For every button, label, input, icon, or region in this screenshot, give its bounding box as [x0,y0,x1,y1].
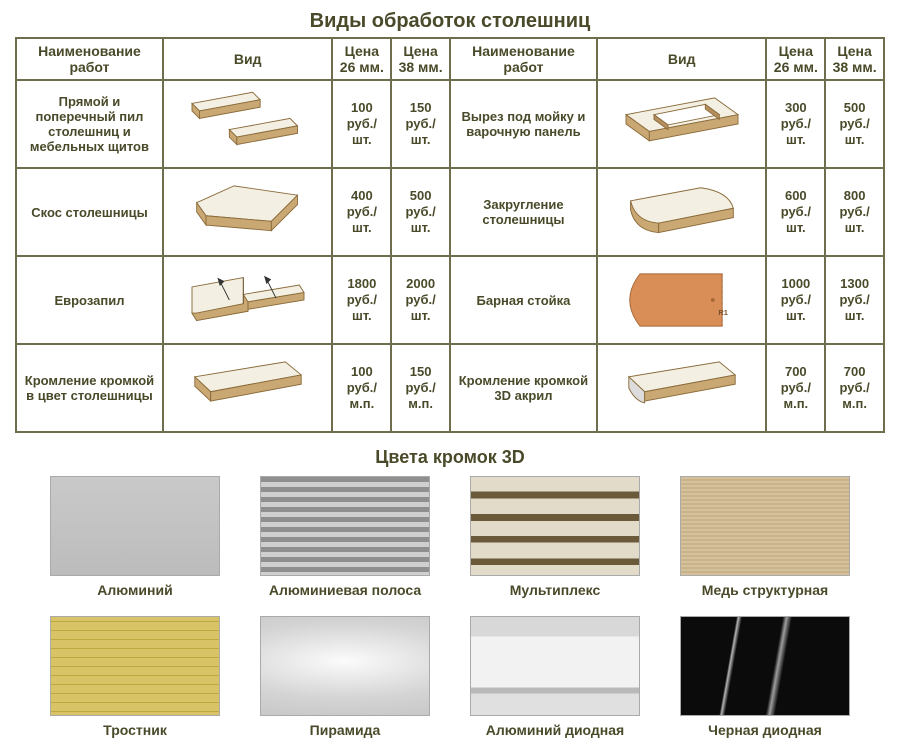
edge-color-icon [178,349,318,427]
pricing-table: Наименование работ Вид Цена 26 мм. Цена … [15,37,885,433]
price-38: 1300 руб./ шт. [825,256,884,344]
swatch-blackdiode [680,616,850,716]
swatch-item: Алюминий диодная [465,616,645,738]
euro-joint-icon [178,261,318,339]
price-38: 800 руб./ шт. [825,168,884,256]
hdr-p26-l: Цена 26 мм. [332,38,391,80]
swatches-title: Цвета кромок 3D [15,447,885,468]
swatch-label: Пирамида [255,722,435,738]
work-illustration: R1 [597,256,767,344]
work-name: Вырез под мойку и варочную панель [450,80,597,168]
work-illustration [163,344,333,432]
svg-text:R1: R1 [718,308,728,317]
work-illustration [163,256,333,344]
swatch-reed [50,616,220,716]
work-name: Еврозапил [16,256,163,344]
hdr-p26-r: Цена 26 мм. [766,38,825,80]
sink-cutout-icon [612,85,752,163]
swatch-aldiode [470,616,640,716]
hdr-name-r: Наименование работ [450,38,597,80]
price-26: 300 руб./ шт. [766,80,825,168]
swatch-copper [680,476,850,576]
work-name: Кромление кромкой 3D акрил [450,344,597,432]
work-illustration [597,168,767,256]
swatch-label: Алюминий диодная [465,722,645,738]
hdr-view-l: Вид [163,38,333,80]
header-row: Наименование работ Вид Цена 26 мм. Цена … [16,38,884,80]
price-26: 400 руб./ шт. [332,168,391,256]
table-row: Прямой и поперечный пил столешниц и мебе… [16,80,884,168]
swatch-multiplex [470,476,640,576]
price-38: 150 руб./ шт. [391,80,450,168]
work-name: Кромление кромкой в цвет столешницы [16,344,163,432]
work-illustration [163,80,333,168]
round-corner-icon [612,173,752,251]
hdr-p38-r: Цена 38 мм. [825,38,884,80]
page-title: Виды обработок столешниц [15,10,885,33]
swatch-item: Алюминий [45,476,225,598]
price-26: 1800 руб./ шт. [332,256,391,344]
swatch-label: Черная диодная [675,722,855,738]
price-26: 700 руб./ м.п. [766,344,825,432]
edge-3d-icon [612,349,752,427]
price-38: 2000 руб./ шт. [391,256,450,344]
bar-top-icon: R1 [612,261,752,339]
hdr-p38-l: Цена 38 мм. [391,38,450,80]
table-row: Скос столешницы 400 руб./ шт. 500 руб./ … [16,168,884,256]
cut-pieces-icon [178,85,318,163]
work-illustration [597,80,767,168]
table-row: Еврозапил [16,256,884,344]
swatch-item: Мультиплекс [465,476,645,598]
price-26: 600 руб./ шт. [766,168,825,256]
work-name: Закругление столешницы [450,168,597,256]
price-26: 100 руб./ м.п. [332,344,391,432]
price-26: 100 руб./ шт. [332,80,391,168]
bevel-icon [178,173,318,251]
swatch-label: Алюминиевая полоса [255,582,435,598]
swatch-pyramid [260,616,430,716]
swatch-alstripe [260,476,430,576]
hdr-name-l: Наименование работ [16,38,163,80]
swatch-item: Черная диодная [675,616,855,738]
swatch-label: Медь структурная [675,582,855,598]
price-38: 700 руб./ м.п. [825,344,884,432]
work-name: Прямой и поперечный пил столешниц и мебе… [16,80,163,168]
work-name: Барная стойка [450,256,597,344]
price-38: 500 руб./ шт. [391,168,450,256]
swatch-item: Медь структурная [675,476,855,598]
swatch-label: Мультиплекс [465,582,645,598]
table-row: Кромление кромкой в цвет столешницы 100 … [16,344,884,432]
swatch-item: Алюминиевая полоса [255,476,435,598]
swatch-label: Тростник [45,722,225,738]
work-name: Скос столешницы [16,168,163,256]
swatch-item: Пирамида [255,616,435,738]
price-38: 150 руб./ м.п. [391,344,450,432]
work-illustration [597,344,767,432]
swatch-label: Алюминий [45,582,225,598]
price-38: 500 руб./ шт. [825,80,884,168]
work-illustration [163,168,333,256]
swatch-item: Тростник [45,616,225,738]
price-26: 1000 руб./ шт. [766,256,825,344]
swatch-aluminum [50,476,220,576]
hdr-view-r: Вид [597,38,767,80]
swatch-grid: Алюминий Алюминиевая полоса Мультиплекс … [15,476,885,738]
